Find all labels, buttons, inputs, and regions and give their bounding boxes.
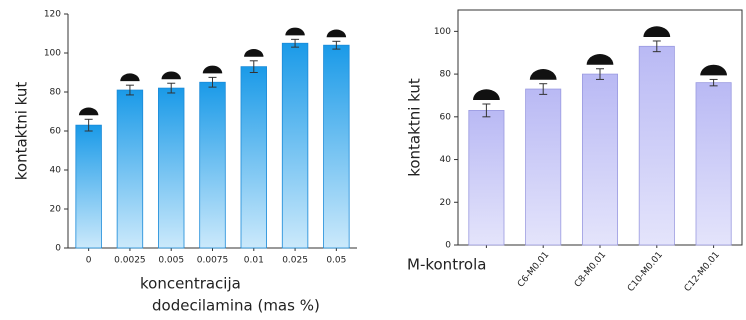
x-tick-label: 0.005: [158, 256, 184, 266]
y-tick-label: 0: [55, 244, 61, 254]
droplet-icon: [78, 107, 99, 116]
x-axis-label: koncentracija: [140, 275, 241, 293]
droplet-icon: [326, 29, 347, 38]
x-tick-label: 0.05: [326, 256, 346, 266]
y-tick-label: 0: [445, 241, 451, 251]
y-tick-label: 20: [50, 205, 62, 215]
x-tick-label: C10-M0.01: [626, 250, 665, 294]
droplet-icon: [161, 71, 181, 80]
droplet-icon: [643, 26, 671, 37]
x-axis-label: dodecilamina (mas %): [152, 297, 320, 315]
y-tick-label: 40: [440, 155, 452, 165]
y-tick-label: 80: [440, 70, 452, 80]
bar: [199, 81, 226, 249]
droplet-icon: [285, 27, 305, 36]
x-tick-label: 0.01: [244, 256, 264, 266]
droplet-icon: [700, 64, 727, 76]
y-tick-label: 80: [50, 88, 62, 98]
droplet-icon: [244, 49, 264, 57]
y-tick-label: 20: [440, 198, 452, 208]
droplet-icon: [529, 68, 557, 80]
y-tick-label: 60: [50, 127, 62, 137]
bar: [281, 42, 309, 249]
droplet-icon: [473, 89, 500, 100]
y-axis-label: kontaktni kut: [13, 82, 31, 181]
y-tick-label: 120: [44, 10, 61, 20]
x-tick-label: C6-M0.01: [516, 250, 551, 289]
bar: [75, 124, 102, 249]
droplet-icon: [202, 65, 223, 74]
bar: [116, 89, 144, 249]
y-tick-label: 40: [50, 166, 62, 176]
x-tick-label: C12-M0.01: [683, 250, 722, 294]
x-tick-label: 0: [86, 256, 92, 266]
y-tick-label: 100: [44, 49, 61, 59]
bar: [158, 87, 185, 249]
droplet-icon: [586, 54, 614, 65]
bar: [525, 88, 562, 246]
y-tick-label: 100: [434, 27, 451, 37]
x-tick-label: M-kontrola: [407, 256, 486, 274]
droplet-icon: [120, 73, 140, 82]
x-tick-label: 0.025: [282, 256, 308, 266]
y-tick-label: 60: [440, 112, 452, 122]
bar: [581, 73, 619, 246]
bar: [240, 66, 267, 249]
x-tick-label: C8-M0.01: [573, 250, 608, 289]
x-tick-label: 0.0075: [197, 256, 229, 266]
bar: [468, 110, 505, 246]
bar: [323, 44, 350, 249]
bar: [695, 82, 732, 246]
y-axis-label: kontaktni kut: [406, 78, 424, 177]
x-tick-label: 0.0025: [114, 256, 146, 266]
bar: [638, 45, 675, 246]
